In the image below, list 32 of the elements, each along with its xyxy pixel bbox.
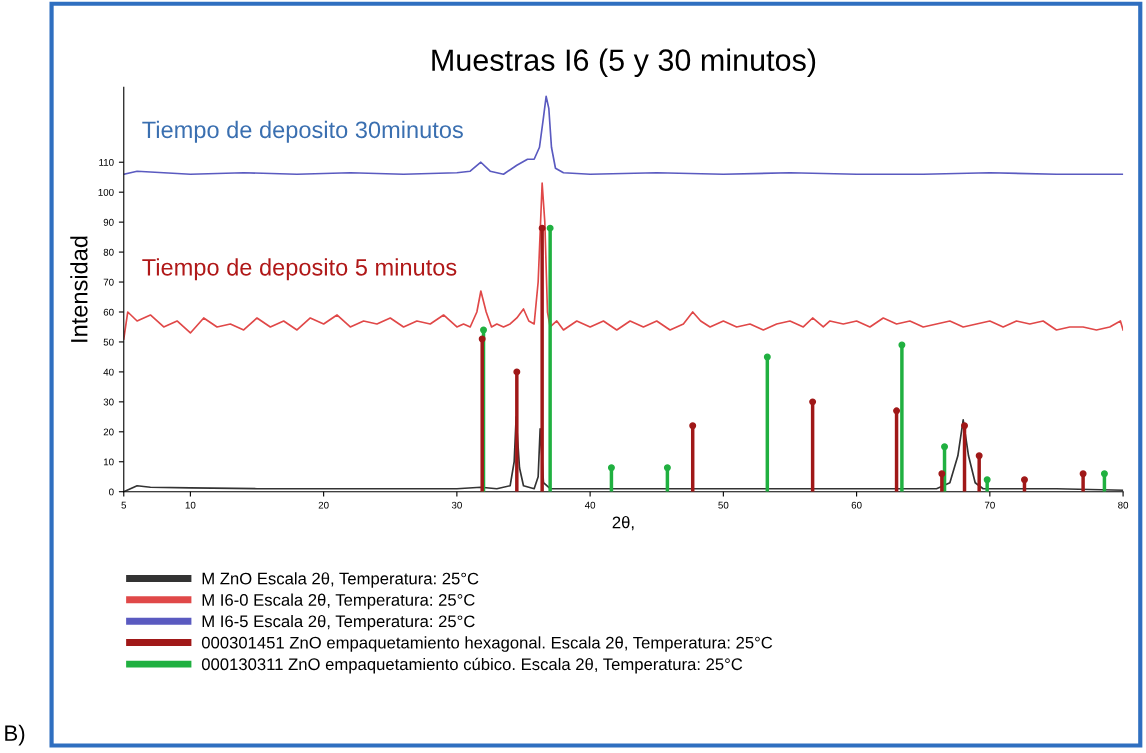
x-tick-label: 40	[584, 501, 596, 509]
text: B)	[5, 724, 25, 746]
x-tick-label: 20	[318, 501, 329, 509]
y-tick-label: 0	[109, 488, 114, 496]
y-tick-label: 80	[103, 248, 114, 256]
x-tick-label: 60	[851, 501, 862, 509]
y-tick-label: 50	[103, 338, 114, 346]
chart-title: Muestras I6 (5 y 30 minutos)	[432, 48, 816, 78]
y-tick-label: 110	[99, 158, 114, 166]
y-tick-label: 10	[103, 458, 114, 466]
y-tick-label: 40	[103, 368, 114, 376]
annotation: Tiempo de deposito 30minutos	[142, 120, 463, 143]
legend-label: 000301451 ZnO empaquetamiento hexagonal. Escala 2θ, Temperatura: 25°C	[201, 636, 773, 652]
y-tick-label: 100	[98, 188, 114, 196]
legend-label: M I6-0 Escala 2θ, Temperatura: 25°C	[202, 593, 475, 610]
x-tick-label: 5	[121, 501, 127, 509]
x-tick-label: 80	[1118, 501, 1129, 509]
legend-label: 000130311 ZnO empaquetamiento cúbico. Escala 2θ, Temperatura: 25°C	[201, 657, 743, 674]
y-tick-label: 30	[103, 398, 114, 406]
x-axis-title: 2θ,	[612, 516, 634, 531]
y-tick-label: 70	[103, 278, 114, 286]
annotation: Tiempo de deposito 5 minutos	[142, 258, 457, 281]
x-tick-label: 50	[718, 501, 729, 509]
x-tick-label: 30	[451, 501, 462, 509]
y-tick-label: 20	[103, 428, 114, 436]
legend-label: M I6-5 Escala 2θ, Temperatura: 25°C	[202, 614, 475, 631]
legend-label: M ZnO Escala 2θ, Temperatura: 25°C	[202, 572, 479, 588]
y-axis-title: Intensidad	[70, 236, 88, 342]
y-tick-label: 60	[103, 308, 114, 316]
y-tick-label: 90	[103, 218, 114, 226]
x-tick-label: 70	[984, 501, 995, 509]
x-tick-label: 10	[185, 501, 196, 509]
